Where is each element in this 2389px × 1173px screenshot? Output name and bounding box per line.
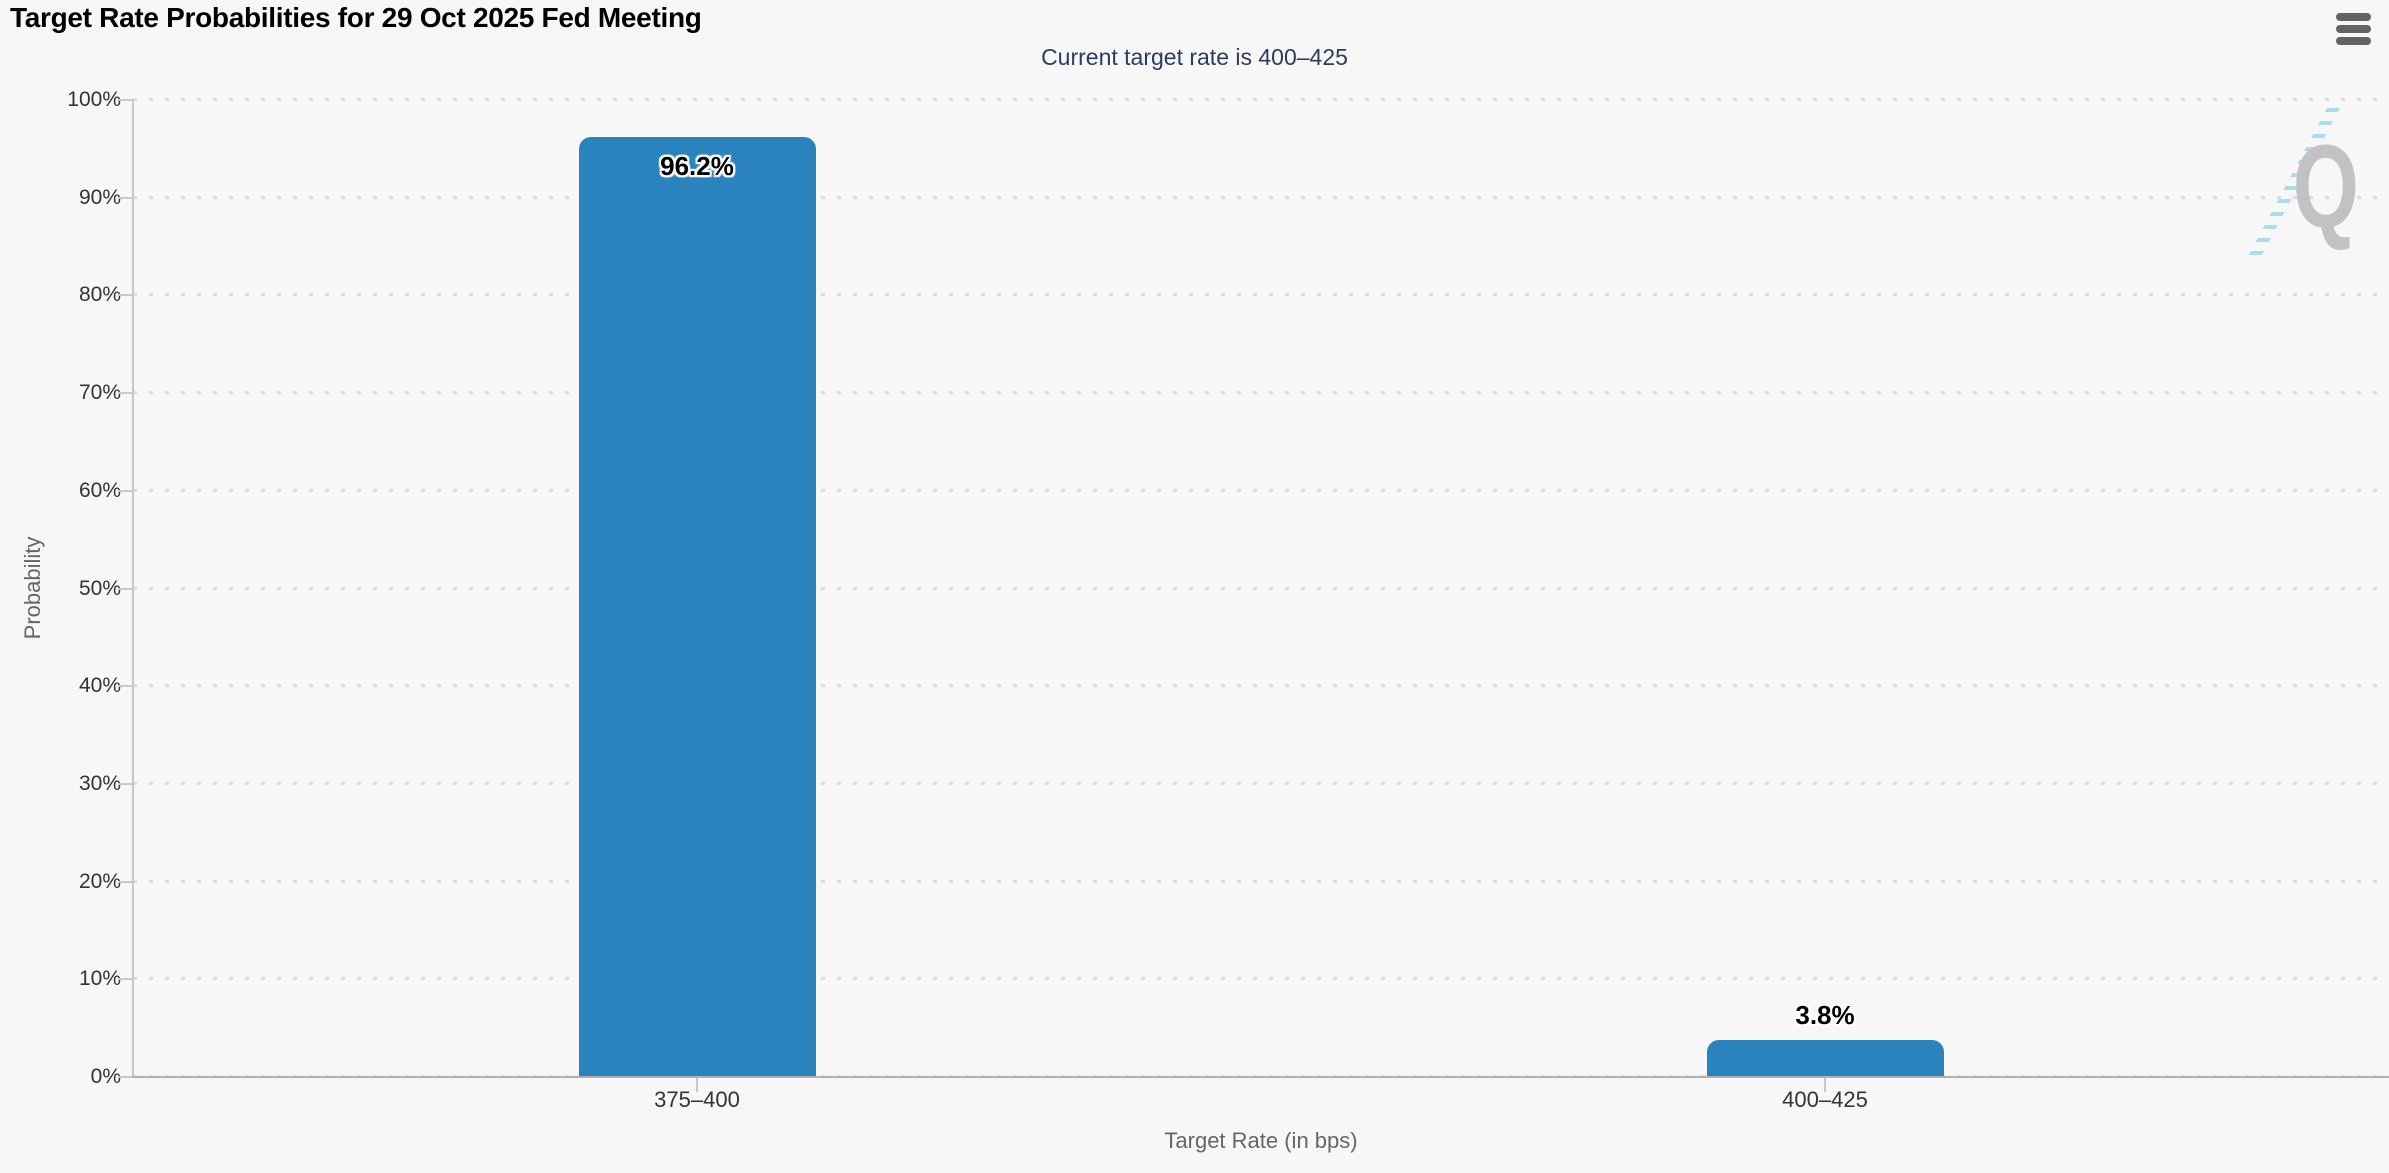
y-axis-tick bbox=[118, 587, 133, 590]
y-axis-tick-label: 100% bbox=[67, 88, 121, 111]
bar-value-label: 3.8% bbox=[1795, 999, 1855, 1030]
y-axis-tick bbox=[118, 99, 133, 101]
y-axis-tick-label: 10% bbox=[78, 967, 121, 991]
y-axis-tick-label: 20% bbox=[78, 869, 121, 893]
y-axis-tick bbox=[118, 1076, 133, 1078]
gridline bbox=[133, 98, 2389, 101]
y-axis-tick bbox=[118, 782, 133, 785]
y-axis-tick bbox=[118, 392, 133, 395]
watermark-q-logo: Q bbox=[2129, 100, 2389, 280]
gridline bbox=[133, 879, 2389, 883]
gridline bbox=[133, 195, 2389, 199]
x-axis-labels: 375–400 400–425 bbox=[133, 1087, 2389, 1119]
y-axis-tick-label: 70% bbox=[78, 381, 121, 405]
y-axis-line bbox=[132, 100, 134, 1077]
y-axis-tick bbox=[118, 685, 133, 688]
gridline bbox=[133, 488, 2389, 492]
y-axis-tick-label: 50% bbox=[78, 576, 121, 600]
y-axis-tick-label: 0% bbox=[90, 1065, 121, 1088]
q-letter-icon: Q bbox=[2292, 121, 2359, 253]
y-axis-tick bbox=[118, 294, 133, 297]
bar[interactable] bbox=[578, 137, 816, 1077]
y-axis-tick bbox=[118, 978, 133, 981]
gridline bbox=[133, 781, 2389, 785]
chart-subtitle: Current target rate is 400–425 bbox=[1041, 44, 1348, 70]
bar-value-label: 96.2% bbox=[660, 151, 734, 182]
gridline bbox=[133, 586, 2389, 590]
y-axis-tick-label: 90% bbox=[78, 185, 121, 209]
y-axis-tick bbox=[118, 489, 133, 492]
bar[interactable] bbox=[1706, 1039, 1944, 1077]
x-axis-tick bbox=[696, 1077, 698, 1092]
y-axis-tick-label: 40% bbox=[78, 674, 121, 698]
x-axis-tick bbox=[1824, 1077, 1826, 1092]
y-axis-tick-label: 60% bbox=[78, 478, 121, 502]
gridline bbox=[133, 293, 2389, 297]
chart-title: Target Rate Probabilities for 29 Oct 202… bbox=[10, 2, 702, 33]
plot-area: Q 96.2% 3.8% bbox=[118, 98, 2389, 1092]
x-axis-line bbox=[132, 1076, 2389, 1078]
export-menu-button[interactable] bbox=[2332, 8, 2375, 50]
y-axis-tick-label: 80% bbox=[78, 283, 121, 307]
y-axis-labels: 0% 10% 20% 30% 40% 50% 60% 70% 80% 90% 100% bbox=[0, 88, 121, 1088]
gridline bbox=[133, 684, 2389, 688]
y-axis-tick-label: 30% bbox=[78, 771, 121, 795]
gridline bbox=[133, 977, 2389, 981]
gridline bbox=[133, 391, 2389, 395]
y-axis-tick bbox=[118, 880, 133, 883]
x-axis-title: Target Rate (in bps) bbox=[1164, 1128, 1358, 1153]
y-axis-tick bbox=[118, 196, 133, 199]
